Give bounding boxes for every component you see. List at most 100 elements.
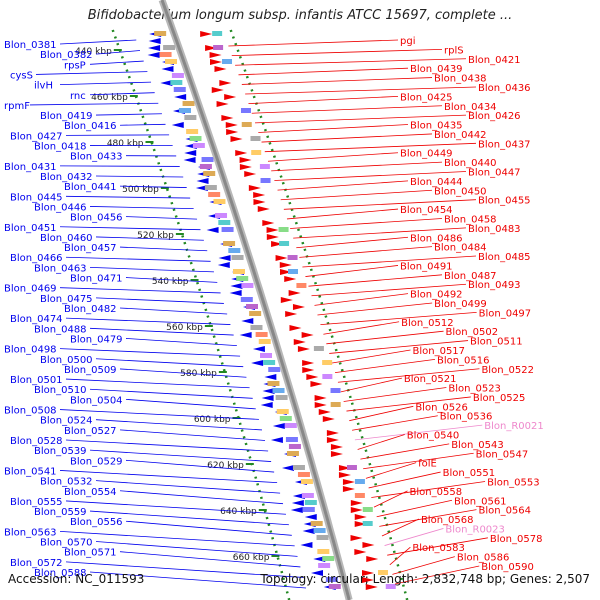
gene-category-block bbox=[192, 143, 205, 148]
right-gene-labels: pgirplSBlon_0421Blon_0439Blon_0438Blon_0… bbox=[400, 36, 544, 573]
left-connector bbox=[119, 185, 187, 188]
left-gene-label: ilvH bbox=[34, 81, 53, 92]
gene-category-block bbox=[278, 227, 289, 232]
right-gene-label: Blon_0521 bbox=[404, 374, 457, 385]
reverse-gene bbox=[148, 38, 161, 44]
tick-label: 520 kbp bbox=[137, 231, 174, 241]
left-gene-label: Blon_0456 bbox=[70, 213, 123, 224]
left-connector bbox=[119, 429, 266, 441]
gene-category-block bbox=[285, 437, 298, 442]
right-gene-label: Blon_0425 bbox=[400, 92, 453, 103]
left-connector bbox=[65, 256, 211, 262]
left-connector bbox=[65, 134, 170, 136]
right-connector bbox=[245, 86, 477, 95]
reverse-gene bbox=[161, 66, 174, 72]
left-connector bbox=[89, 449, 272, 462]
right-connector bbox=[373, 490, 408, 508]
right-gene-label: Blon_0522 bbox=[481, 365, 534, 376]
right-gene-label: Blon_0484 bbox=[434, 243, 487, 254]
right-connector bbox=[343, 387, 447, 402]
left-gene-label: Blon_0463 bbox=[34, 263, 87, 274]
forward-gene bbox=[221, 115, 234, 121]
gene-category-block bbox=[267, 381, 280, 386]
left-gene-label: Blon_0555 bbox=[10, 497, 63, 508]
left-connector bbox=[125, 277, 218, 283]
right-connector bbox=[248, 95, 399, 105]
right-connector bbox=[231, 48, 443, 57]
gene-category-block bbox=[154, 31, 167, 36]
forward-gene bbox=[225, 122, 238, 128]
right-connector bbox=[346, 396, 471, 412]
gene-category-block bbox=[322, 360, 333, 365]
gene-category-block bbox=[184, 115, 197, 120]
gene-category-block bbox=[330, 388, 341, 393]
left-connector bbox=[95, 358, 244, 368]
forward-gene bbox=[293, 339, 306, 345]
accession-label: Accession: NC_011593 bbox=[8, 572, 145, 586]
forward-gene bbox=[326, 437, 339, 443]
forward-gene bbox=[200, 31, 213, 37]
forward-gene bbox=[275, 255, 288, 261]
forward-gene bbox=[314, 402, 327, 408]
right-gene-label: Blon_0523 bbox=[448, 384, 501, 395]
forward-gene bbox=[338, 465, 351, 471]
left-gene-label: Blon_0559 bbox=[34, 507, 87, 518]
reverse-gene bbox=[239, 332, 252, 338]
right-gene-label: Blon_0487 bbox=[444, 271, 497, 282]
right-connector bbox=[376, 499, 453, 518]
left-connector bbox=[95, 541, 298, 557]
gene-category-block bbox=[385, 584, 396, 589]
reverse-gene bbox=[311, 570, 324, 576]
gene-category-block bbox=[313, 346, 324, 351]
gene-category-block bbox=[258, 339, 271, 344]
forward-gene bbox=[284, 276, 297, 282]
right-gene-label: Blon_0438 bbox=[434, 74, 487, 85]
gene-category-block bbox=[330, 402, 341, 407]
left-connector bbox=[59, 226, 201, 231]
left-gene-label: Blon_0451 bbox=[4, 223, 57, 234]
gene-category-block bbox=[279, 416, 292, 421]
right-gene-label: Blon_0502 bbox=[446, 327, 499, 338]
reverse-gene bbox=[241, 318, 254, 324]
left-gene-label: Blon_0488 bbox=[34, 324, 87, 335]
right-connector bbox=[394, 565, 480, 585]
gene-category-block bbox=[228, 248, 241, 253]
forward-gene bbox=[301, 332, 314, 338]
genome-backbone bbox=[158, 0, 353, 600]
tick-label: 560 kbp bbox=[166, 323, 203, 333]
gene-category-block bbox=[223, 241, 236, 246]
right-connector bbox=[384, 528, 444, 546]
reverse-gene bbox=[260, 402, 273, 408]
backbone-line bbox=[160, 0, 351, 600]
tick-label: 460 kbp bbox=[91, 93, 128, 103]
left-connector bbox=[119, 551, 301, 568]
right-gene-label: Blon_0442 bbox=[434, 130, 487, 141]
reverse-gene bbox=[183, 157, 196, 163]
forward-gene bbox=[257, 206, 270, 212]
forward-gene bbox=[266, 227, 279, 233]
left-connector bbox=[65, 195, 191, 199]
right-connector bbox=[305, 265, 399, 277]
forward-gene bbox=[338, 472, 351, 478]
reverse-gene bbox=[252, 346, 265, 352]
reverse-gene bbox=[196, 178, 209, 184]
gene-category-block bbox=[170, 80, 183, 85]
right-gene-label: Blon_0434 bbox=[444, 102, 497, 113]
right-gene-label: Blon_0444 bbox=[410, 177, 463, 188]
right-gene-label: Blon_0511 bbox=[470, 337, 523, 348]
left-connector bbox=[95, 480, 281, 494]
right-gene-label: folE bbox=[418, 459, 437, 470]
right-connector bbox=[290, 218, 443, 229]
right-gene-label: Blon_0435 bbox=[410, 121, 463, 132]
right-connector bbox=[314, 293, 409, 306]
left-connector bbox=[59, 287, 221, 294]
left-connector bbox=[89, 206, 194, 210]
reverse-gene bbox=[160, 80, 173, 86]
forward-gene bbox=[230, 136, 243, 142]
left-gene-label: Blon_0588 bbox=[34, 568, 87, 579]
left-connector bbox=[95, 50, 141, 55]
right-connector bbox=[274, 171, 467, 181]
gene-category-block bbox=[292, 465, 305, 470]
gene-category-block bbox=[189, 136, 202, 141]
